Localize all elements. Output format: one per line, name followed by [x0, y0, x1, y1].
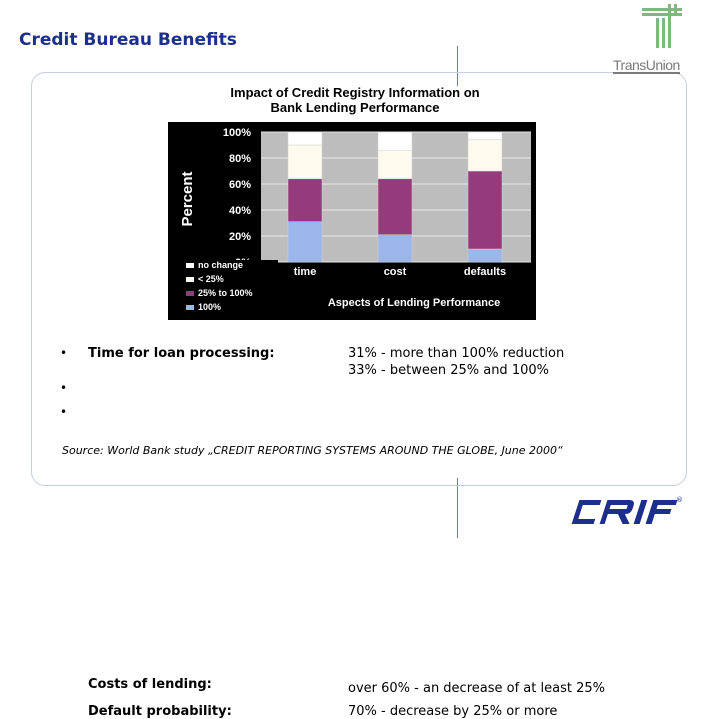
legend-swatch-1 — [186, 277, 194, 282]
source-note: Source: World Bank study „CREDIT REPORTI… — [62, 444, 563, 457]
legend-label-1: < 25% — [198, 274, 224, 284]
finding-bullet-1: • — [60, 381, 68, 395]
bar-cost-1 — [377, 178, 413, 235]
finding-text-0-0: 31% - more than 100% reduction — [348, 346, 565, 361]
bar-cost-3 — [377, 131, 413, 151]
slide-title: Credit Bureau Benefits — [19, 30, 237, 50]
legend-swatch-2 — [186, 291, 194, 296]
legend-label-0: no change — [198, 260, 243, 270]
y-tick-3: 40% — [229, 205, 251, 217]
chart-title: Impact of Credit Registry Information on… — [170, 85, 540, 115]
finding-label-2: Default probability: — [88, 704, 232, 719]
y-tick-1: 80% — [229, 153, 251, 165]
y-axis-label: Percent — [179, 171, 196, 226]
bar-defaults-0 — [467, 248, 503, 263]
chart-title-line-2: Bank Lending Performance — [270, 100, 440, 115]
legend-label-3: 100% — [198, 302, 221, 312]
y-tick-0: 100% — [223, 127, 251, 139]
divider-line-top — [457, 46, 458, 86]
bar-time-1 — [287, 178, 323, 222]
crif-logo-icon: ® — [571, 496, 683, 524]
x-tick-cost: cost — [384, 266, 407, 278]
chart-title-line-1: Impact of Credit Registry Information on — [230, 85, 480, 100]
y-tick-4: 20% — [229, 231, 251, 243]
bar-cost-0 — [377, 234, 413, 263]
finding-text-1-0: over 60% - an decrease of at least 25% — [348, 681, 605, 696]
transunion-logo-text: TransUnion — [613, 57, 680, 74]
finding-bullet-2: • — [60, 405, 68, 419]
legend-swatch-3 — [186, 305, 194, 310]
bar-defaults-3 — [467, 131, 503, 141]
finding-text-2-0: 70% - decrease by 25% or more — [348, 704, 558, 719]
x-tick-time: time — [294, 266, 317, 278]
y-tick-2: 60% — [229, 179, 251, 191]
bar-defaults-2 — [467, 139, 503, 172]
x-tick-defaults: defaults — [464, 266, 506, 278]
bar-time-2 — [287, 144, 323, 180]
legend-swatch-0 — [186, 263, 194, 268]
legend-label-2: 25% to 100% — [198, 288, 253, 298]
finding-label-0: Time for loan processing: — [88, 346, 275, 361]
bar-cost-2 — [377, 149, 413, 180]
content-frame — [31, 72, 687, 486]
bar-time-0 — [287, 221, 323, 263]
x-axis-label: Aspects of Lending Performance — [328, 297, 500, 309]
finding-text-0-1: 33% - between 25% and 100% — [348, 363, 549, 378]
divider-line-bottom — [457, 478, 458, 538]
bar-time-3 — [287, 131, 323, 146]
bar-defaults-1 — [467, 170, 503, 250]
finding-bullet-0: • — [60, 346, 68, 360]
transunion-logo-icon — [642, 4, 682, 48]
finding-label-1: Costs of lending: — [88, 677, 212, 692]
svg-text:®: ® — [676, 496, 683, 504]
